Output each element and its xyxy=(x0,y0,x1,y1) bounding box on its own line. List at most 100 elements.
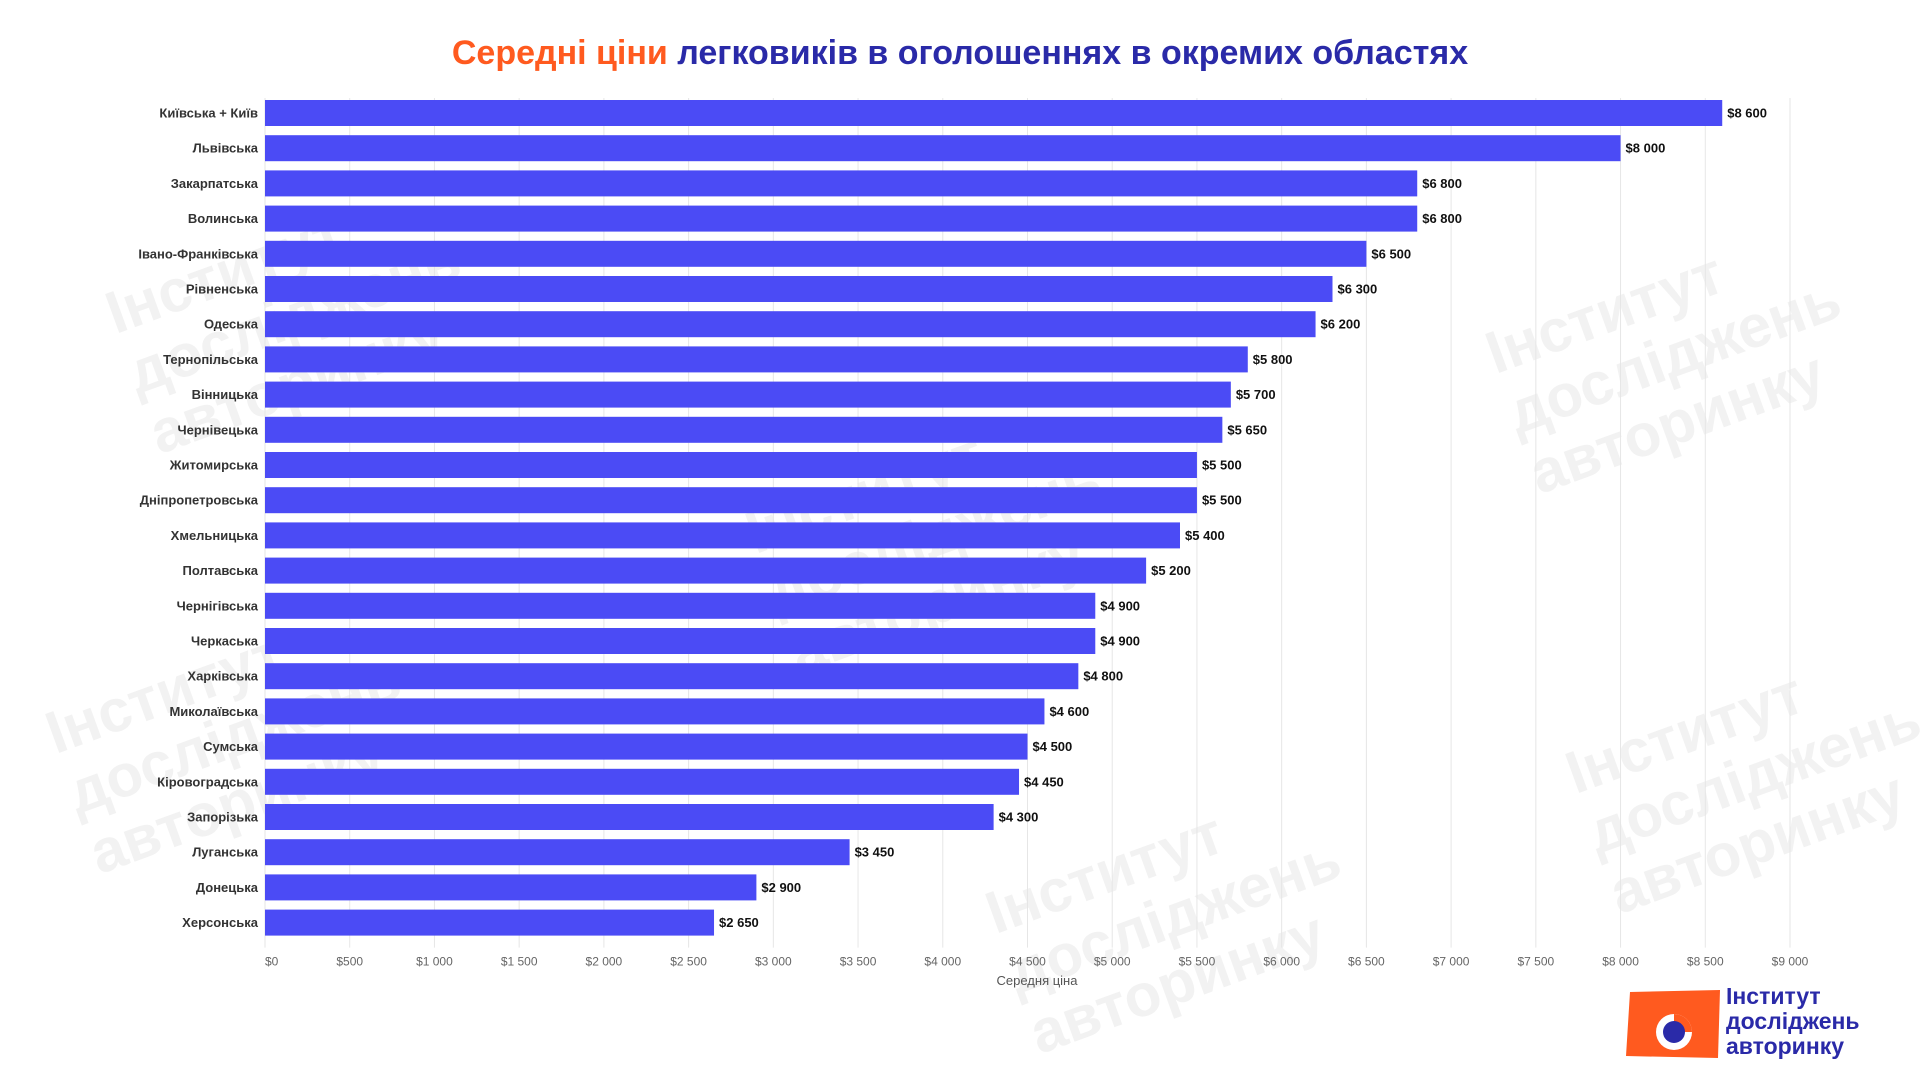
category-label: Чернівецька xyxy=(177,422,258,437)
value-label: $2 900 xyxy=(761,880,801,895)
logo-line-2: досліджень xyxy=(1726,1008,1860,1034)
category-label: Полтавська xyxy=(183,563,259,578)
value-label: $4 500 xyxy=(1033,739,1073,754)
category-label: Волинська xyxy=(188,211,259,226)
x-tick-label: $1 500 xyxy=(501,955,538,969)
logo-line-1: Інститут xyxy=(1726,983,1821,1009)
bar xyxy=(265,557,1147,584)
category-label: Херсонська xyxy=(182,915,259,930)
category-label: Тернопільська xyxy=(163,352,259,367)
x-tick-label: $7 000 xyxy=(1433,955,1470,969)
x-tick-label: $8 500 xyxy=(1687,955,1724,969)
value-label: $5 800 xyxy=(1253,352,1293,367)
bar xyxy=(265,522,1180,549)
category-label: Миколаївська xyxy=(169,704,258,719)
x-axis-ticks: $0 $500 $1 000 $1 500 $2 000 $2 500 $3 000 $3 5… xyxy=(265,955,1809,969)
x-tick-label: $5 000 xyxy=(1094,955,1131,969)
category-label: Луганська xyxy=(192,845,259,860)
value-label: $6 800 xyxy=(1422,176,1462,191)
x-tick-label: $1 000 xyxy=(416,955,453,969)
bar xyxy=(265,733,1028,760)
category-label: Харківська xyxy=(187,669,258,684)
value-label: $4 450 xyxy=(1024,774,1064,789)
bar xyxy=(265,487,1197,514)
bar xyxy=(265,311,1316,338)
x-tick-label: $3 500 xyxy=(840,955,877,969)
category-label: Сумська xyxy=(203,739,259,754)
value-labels: $8 600 $8 000 $6 800 $6 800 $6 500 $6 300 $6 2… xyxy=(719,106,1767,931)
category-label: Одеська xyxy=(204,317,259,332)
x-tick-label: $2 000 xyxy=(586,955,623,969)
x-tick-label: $6 000 xyxy=(1263,955,1300,969)
bar xyxy=(265,135,1621,162)
value-label: $2 650 xyxy=(719,915,759,930)
bar xyxy=(265,100,1723,126)
value-label: $4 600 xyxy=(1049,704,1089,719)
category-label: Закарпатська xyxy=(171,176,259,191)
bar xyxy=(265,170,1418,197)
bars xyxy=(265,100,1723,936)
value-label: $5 700 xyxy=(1236,387,1276,402)
x-tick-label: $9 000 xyxy=(1772,955,1809,969)
bar xyxy=(265,628,1096,654)
category-label: Чернігівська xyxy=(177,598,259,613)
x-tick-label: $3 000 xyxy=(755,955,792,969)
bar xyxy=(265,804,994,830)
bar xyxy=(265,839,850,866)
value-label: $4 900 xyxy=(1100,598,1140,613)
x-tick-label: $4 000 xyxy=(924,955,961,969)
category-label: Рівненська xyxy=(186,282,259,297)
x-tick-label: $7 500 xyxy=(1517,955,1554,969)
chart-title-main: легковиків в оголошеннях в окремих облас… xyxy=(677,34,1469,72)
value-label: $4 300 xyxy=(999,810,1039,825)
category-label: Дніпропетровська xyxy=(140,493,259,508)
category-labels: Київська + Київ Львівська Закарпатська Воли… xyxy=(138,106,258,931)
value-label: $6 300 xyxy=(1338,282,1378,297)
category-label: Київська + Київ xyxy=(159,106,258,121)
value-label: $4 800 xyxy=(1083,669,1123,684)
category-label: Донецька xyxy=(196,880,259,895)
x-axis-title: Середня ціна xyxy=(997,973,1079,988)
x-tick-label: $2 500 xyxy=(670,955,707,969)
value-label: $5 500 xyxy=(1202,493,1242,508)
category-label: Івано-Франківська xyxy=(138,246,258,261)
bar xyxy=(265,381,1231,408)
bar xyxy=(265,346,1248,373)
logo-mark xyxy=(1626,990,1720,1058)
bar xyxy=(265,698,1045,725)
chart-title: Середні ціни легковиків в оголошеннях в … xyxy=(0,34,1920,73)
bar xyxy=(265,768,1020,795)
bar xyxy=(265,874,757,901)
bar xyxy=(265,452,1197,478)
logo-text: Інститут досліджень авторинку xyxy=(1726,984,1860,1059)
value-label: $6 500 xyxy=(1371,246,1411,261)
value-label: $6 800 xyxy=(1422,211,1462,226)
bar xyxy=(265,909,715,936)
category-label: Черкаська xyxy=(191,634,259,649)
bar xyxy=(265,240,1367,267)
value-label: $3 450 xyxy=(855,845,895,860)
value-label: $8 000 xyxy=(1626,141,1666,156)
x-tick-label: $8 000 xyxy=(1602,955,1639,969)
bar xyxy=(265,416,1223,443)
value-label: $6 200 xyxy=(1321,317,1361,332)
value-label: $5 500 xyxy=(1202,458,1242,473)
bar xyxy=(265,592,1096,619)
x-tick-label: $500 xyxy=(336,955,363,969)
value-label: $5 400 xyxy=(1185,528,1225,543)
bar xyxy=(265,663,1079,690)
logo-line-3: авторинку xyxy=(1726,1033,1845,1059)
category-label: Львівська xyxy=(193,141,259,156)
value-label: $5 200 xyxy=(1151,563,1191,578)
category-label: Житомирська xyxy=(169,458,259,473)
bar xyxy=(265,276,1333,302)
value-label: $8 600 xyxy=(1727,106,1767,121)
category-label: Запорізька xyxy=(187,810,259,825)
category-label: Кіровоградська xyxy=(157,774,259,789)
x-tick-label: $6 500 xyxy=(1348,955,1385,969)
chart-title-accent: Середні ціни xyxy=(451,34,668,72)
x-tick-label: $0 xyxy=(265,955,279,969)
value-label: $4 900 xyxy=(1100,634,1140,649)
value-label: $5 650 xyxy=(1227,422,1267,437)
